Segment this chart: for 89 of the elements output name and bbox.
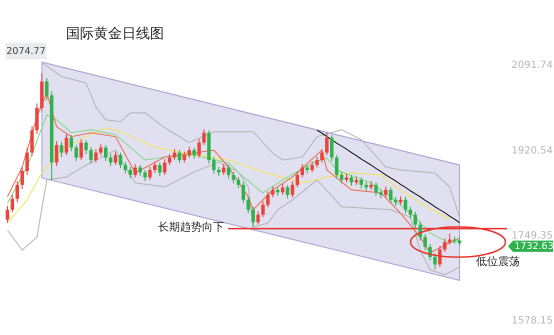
candlestick <box>118 152 122 168</box>
candlestick <box>153 161 157 174</box>
annotation: 2074.77 <box>6 46 46 57</box>
candlestick <box>300 164 304 178</box>
candlestick <box>182 151 186 164</box>
candlestick <box>438 246 442 268</box>
candlestick <box>448 233 452 246</box>
candlestick <box>10 194 14 213</box>
candlestick <box>296 170 300 188</box>
candlestick <box>286 184 290 199</box>
candlestick <box>202 128 206 146</box>
text: 低位震荡 <box>476 255 520 268</box>
candlestick <box>192 147 196 160</box>
candlestick <box>188 146 192 158</box>
y-tick-label: 1578.15 <box>512 316 553 327</box>
candlestick <box>330 134 334 162</box>
candlestick <box>266 190 270 208</box>
line-series <box>41 62 460 218</box>
candlestick <box>408 206 412 219</box>
candlestick <box>89 146 93 164</box>
candlestick <box>280 183 284 196</box>
candlestick <box>433 252 437 270</box>
candlestick <box>114 151 118 166</box>
y-tick-label: 1749.35 <box>512 230 553 242</box>
candlestick <box>212 156 216 174</box>
ref-line-label: 长期趋势向下 <box>158 220 224 234</box>
y-tick-label: 2091.74 <box>512 60 553 72</box>
candlestick <box>35 102 39 135</box>
candlestick <box>340 171 344 184</box>
candlestick <box>84 140 88 155</box>
candlestick <box>423 234 427 252</box>
candlestick <box>25 148 29 176</box>
candlestick <box>143 169 147 182</box>
candlestick <box>128 166 132 179</box>
candlestick <box>261 200 265 218</box>
candlestick <box>20 166 24 190</box>
candlestick <box>148 166 152 180</box>
candlestick <box>94 148 98 164</box>
candlestick <box>222 164 226 176</box>
candlestick <box>384 186 388 198</box>
candlestick <box>16 180 20 203</box>
candlestick <box>162 158 166 176</box>
candlestick <box>54 140 58 167</box>
candlestick <box>320 148 324 164</box>
candlestick <box>315 156 319 168</box>
candlestick <box>242 181 246 204</box>
candlestick <box>290 180 294 198</box>
line-series <box>6 150 460 276</box>
candlestick <box>64 134 68 156</box>
candlestick <box>70 134 74 152</box>
candlestick <box>334 154 338 179</box>
candlestick <box>60 142 64 158</box>
candlestick <box>197 138 201 158</box>
candlestick <box>30 126 34 157</box>
candlestick <box>236 176 240 189</box>
y-tick-label: 1920.54 <box>512 145 553 156</box>
candlestick <box>256 210 260 226</box>
candlestick <box>158 162 162 176</box>
candlestick <box>172 148 176 161</box>
candlestick <box>226 164 230 179</box>
candlestick <box>6 205 10 224</box>
text: 国际黄金日线图 <box>66 26 164 42</box>
candlestick <box>374 182 378 196</box>
candlestick <box>350 174 354 186</box>
candlestick <box>246 196 250 214</box>
candlestick <box>124 162 128 174</box>
candlestick <box>251 206 255 228</box>
candlestick <box>232 171 236 184</box>
candlestick <box>443 238 447 252</box>
candlestick <box>310 161 314 173</box>
candlestick <box>178 150 182 164</box>
candlestick <box>108 154 112 167</box>
line-series <box>6 114 460 244</box>
candlestick <box>325 132 329 156</box>
candlestick <box>99 144 103 156</box>
candlestick <box>74 144 78 162</box>
candlestick <box>133 164 137 178</box>
candlestick <box>388 186 392 204</box>
candlestick <box>360 176 364 189</box>
candlestick <box>271 186 275 198</box>
candlestick <box>45 78 49 101</box>
candlestick <box>104 144 108 162</box>
line-series <box>316 130 460 224</box>
candlestick <box>404 196 408 214</box>
candlestick <box>414 211 418 229</box>
candlestick <box>79 138 83 161</box>
text: 1732.63 <box>514 241 554 252</box>
candlestick <box>138 164 142 176</box>
candlestick <box>168 154 172 166</box>
